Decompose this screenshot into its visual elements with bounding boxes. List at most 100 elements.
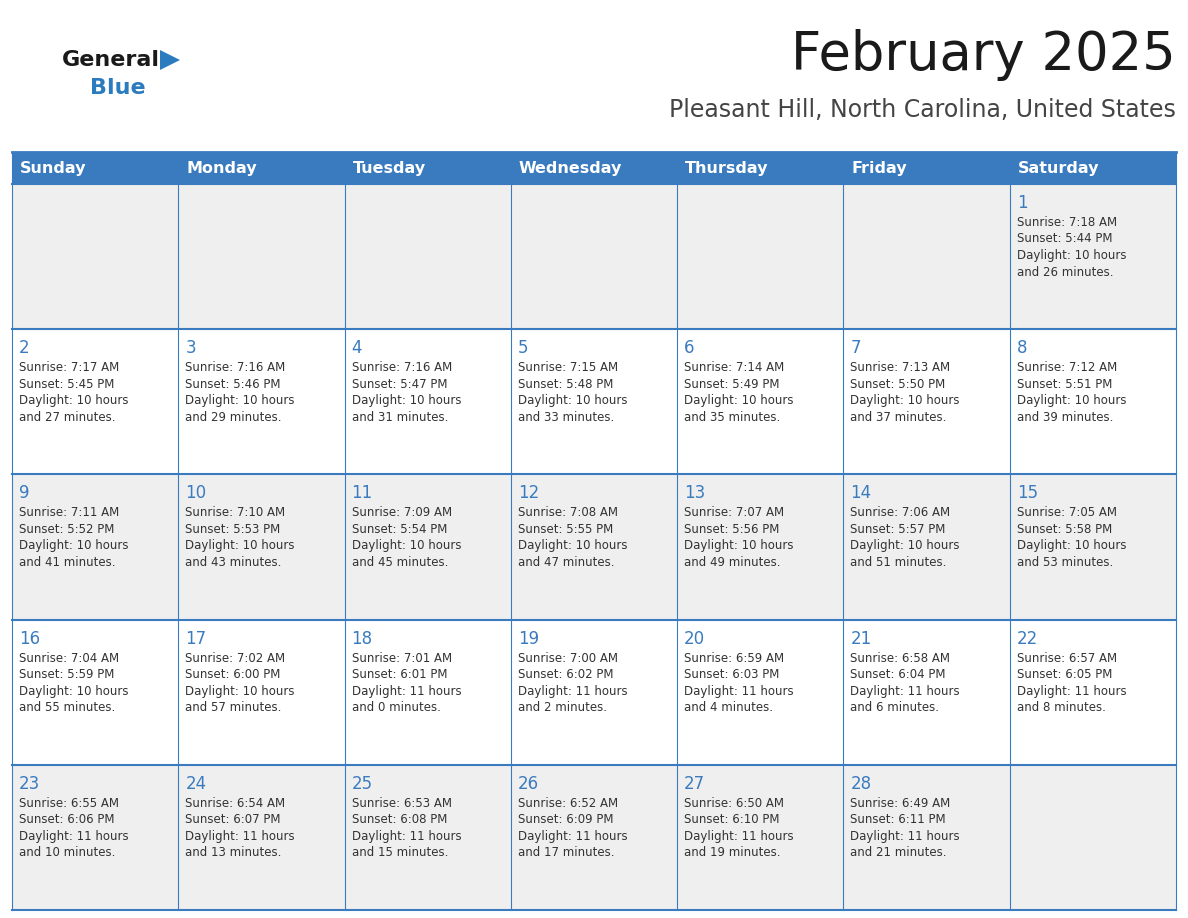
- Text: and 37 minutes.: and 37 minutes.: [851, 410, 947, 424]
- Bar: [843, 330, 1010, 475]
- Text: 2: 2: [19, 339, 30, 357]
- Text: Sunrise: 7:13 AM: Sunrise: 7:13 AM: [851, 361, 950, 375]
- Bar: [12, 330, 178, 475]
- Bar: [1010, 330, 1176, 475]
- Bar: [1010, 620, 1176, 765]
- Text: Daylight: 10 hours: Daylight: 10 hours: [1017, 249, 1126, 262]
- Bar: [178, 330, 345, 475]
- Bar: [345, 620, 511, 765]
- Text: Thursday: Thursday: [685, 161, 769, 175]
- Text: Sunset: 6:11 PM: Sunset: 6:11 PM: [851, 813, 946, 826]
- Text: 10: 10: [185, 485, 207, 502]
- Text: Sunset: 5:54 PM: Sunset: 5:54 PM: [352, 523, 447, 536]
- Bar: [843, 152, 1010, 184]
- Bar: [677, 765, 843, 910]
- Text: February 2025: February 2025: [791, 29, 1176, 81]
- Text: and 8 minutes.: and 8 minutes.: [1017, 701, 1106, 714]
- Text: Sunrise: 7:18 AM: Sunrise: 7:18 AM: [1017, 216, 1117, 229]
- Text: Sunrise: 7:07 AM: Sunrise: 7:07 AM: [684, 507, 784, 520]
- Text: Tuesday: Tuesday: [353, 161, 425, 175]
- Text: Sunset: 6:10 PM: Sunset: 6:10 PM: [684, 813, 779, 826]
- Text: and 53 minutes.: and 53 minutes.: [1017, 556, 1113, 569]
- Text: 26: 26: [518, 775, 539, 793]
- Text: Sunrise: 7:17 AM: Sunrise: 7:17 AM: [19, 361, 119, 375]
- Text: Daylight: 11 hours: Daylight: 11 hours: [352, 830, 461, 843]
- Text: Sunrise: 7:06 AM: Sunrise: 7:06 AM: [851, 507, 950, 520]
- Text: and 17 minutes.: and 17 minutes.: [518, 846, 614, 859]
- Text: 3: 3: [185, 339, 196, 357]
- Text: 25: 25: [352, 775, 373, 793]
- Text: Sunset: 5:58 PM: Sunset: 5:58 PM: [1017, 523, 1112, 536]
- Text: and 55 minutes.: and 55 minutes.: [19, 701, 115, 714]
- Text: Monday: Monday: [187, 161, 257, 175]
- Text: 12: 12: [518, 485, 539, 502]
- Text: Daylight: 10 hours: Daylight: 10 hours: [684, 540, 794, 553]
- Text: Sunset: 5:45 PM: Sunset: 5:45 PM: [19, 377, 114, 391]
- Text: Sunrise: 7:16 AM: Sunrise: 7:16 AM: [185, 361, 285, 375]
- Text: Daylight: 10 hours: Daylight: 10 hours: [684, 394, 794, 408]
- Text: and 39 minutes.: and 39 minutes.: [1017, 410, 1113, 424]
- Bar: [178, 765, 345, 910]
- Text: 21: 21: [851, 630, 872, 647]
- Bar: [12, 765, 178, 910]
- Bar: [178, 184, 345, 330]
- Text: Sunset: 6:05 PM: Sunset: 6:05 PM: [1017, 668, 1112, 681]
- Bar: [511, 330, 677, 475]
- Text: 20: 20: [684, 630, 706, 647]
- Text: Sunset: 5:49 PM: Sunset: 5:49 PM: [684, 377, 779, 391]
- Text: Sunrise: 6:57 AM: Sunrise: 6:57 AM: [1017, 652, 1117, 665]
- Text: and 57 minutes.: and 57 minutes.: [185, 701, 282, 714]
- Text: Sunset: 6:03 PM: Sunset: 6:03 PM: [684, 668, 779, 681]
- Text: Daylight: 10 hours: Daylight: 10 hours: [352, 540, 461, 553]
- Text: Sunrise: 6:55 AM: Sunrise: 6:55 AM: [19, 797, 119, 810]
- Text: and 4 minutes.: and 4 minutes.: [684, 701, 773, 714]
- Text: Sunrise: 7:15 AM: Sunrise: 7:15 AM: [518, 361, 618, 375]
- Text: Sunday: Sunday: [20, 161, 87, 175]
- Text: Sunset: 5:52 PM: Sunset: 5:52 PM: [19, 523, 114, 536]
- Text: and 43 minutes.: and 43 minutes.: [185, 556, 282, 569]
- Text: 5: 5: [518, 339, 529, 357]
- Text: 7: 7: [851, 339, 861, 357]
- Text: Sunrise: 7:09 AM: Sunrise: 7:09 AM: [352, 507, 451, 520]
- Bar: [843, 620, 1010, 765]
- Text: and 27 minutes.: and 27 minutes.: [19, 410, 115, 424]
- Text: Daylight: 11 hours: Daylight: 11 hours: [185, 830, 295, 843]
- Text: Sunset: 5:50 PM: Sunset: 5:50 PM: [851, 377, 946, 391]
- Bar: [1010, 765, 1176, 910]
- Text: Saturday: Saturday: [1018, 161, 1099, 175]
- Text: 22: 22: [1017, 630, 1038, 647]
- Text: Sunrise: 7:10 AM: Sunrise: 7:10 AM: [185, 507, 285, 520]
- Text: Daylight: 10 hours: Daylight: 10 hours: [19, 685, 128, 698]
- Bar: [345, 475, 511, 620]
- Text: Wednesday: Wednesday: [519, 161, 623, 175]
- Text: Daylight: 11 hours: Daylight: 11 hours: [518, 830, 627, 843]
- Bar: [843, 765, 1010, 910]
- Text: Daylight: 10 hours: Daylight: 10 hours: [851, 540, 960, 553]
- Bar: [677, 620, 843, 765]
- Bar: [12, 184, 178, 330]
- Text: Daylight: 11 hours: Daylight: 11 hours: [684, 830, 794, 843]
- Text: Sunrise: 7:11 AM: Sunrise: 7:11 AM: [19, 507, 119, 520]
- Polygon shape: [160, 50, 181, 70]
- Text: and 29 minutes.: and 29 minutes.: [185, 410, 282, 424]
- Bar: [12, 152, 178, 184]
- Text: Sunrise: 7:12 AM: Sunrise: 7:12 AM: [1017, 361, 1117, 375]
- Text: Sunset: 5:48 PM: Sunset: 5:48 PM: [518, 377, 613, 391]
- Text: Sunrise: 6:59 AM: Sunrise: 6:59 AM: [684, 652, 784, 665]
- Text: and 35 minutes.: and 35 minutes.: [684, 410, 781, 424]
- Text: Sunrise: 7:00 AM: Sunrise: 7:00 AM: [518, 652, 618, 665]
- Bar: [843, 475, 1010, 620]
- Text: 28: 28: [851, 775, 872, 793]
- Text: and 13 minutes.: and 13 minutes.: [185, 846, 282, 859]
- Text: Daylight: 10 hours: Daylight: 10 hours: [185, 394, 295, 408]
- Bar: [511, 184, 677, 330]
- Text: 27: 27: [684, 775, 706, 793]
- Bar: [511, 765, 677, 910]
- Text: Sunset: 6:04 PM: Sunset: 6:04 PM: [851, 668, 946, 681]
- Text: Sunrise: 7:01 AM: Sunrise: 7:01 AM: [352, 652, 451, 665]
- Bar: [1010, 184, 1176, 330]
- Text: and 26 minutes.: and 26 minutes.: [1017, 265, 1113, 278]
- Text: Sunrise: 7:16 AM: Sunrise: 7:16 AM: [352, 361, 451, 375]
- Bar: [511, 152, 677, 184]
- Bar: [677, 330, 843, 475]
